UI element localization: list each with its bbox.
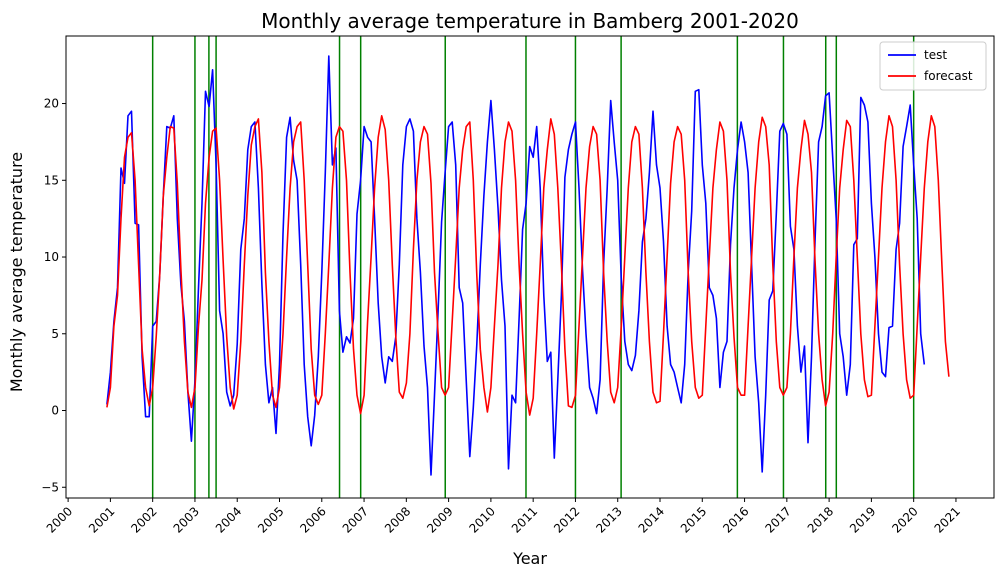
y-tick-label: 10 xyxy=(44,250,59,264)
x-tick-label: 2019 xyxy=(847,504,878,535)
y-axis-title: Monthly average temperature xyxy=(7,152,26,392)
x-tick-label: 2017 xyxy=(762,504,793,535)
x-tick-label: 2005 xyxy=(255,504,286,535)
y-tick-label: −5 xyxy=(41,480,59,494)
x-tick-label: 2012 xyxy=(551,504,582,535)
x-tick-label: 2014 xyxy=(636,504,667,535)
x-tick-label: 2008 xyxy=(382,504,413,535)
vertical-marker-lines xyxy=(151,36,915,498)
y-tick-label: 0 xyxy=(51,404,59,418)
axes: 2000 2001 2002 2003 2004 2005 2006 2007 2008 2009… xyxy=(41,35,995,536)
x-axis-ticks: 2000 2001 2002 2003 2004 2005 2006 2007 2008 2009… xyxy=(44,498,963,536)
x-tick-label: 2018 xyxy=(805,504,836,535)
legend: test forecast xyxy=(879,41,987,91)
legend-label-test: test xyxy=(924,48,947,62)
x-axis-title: Year xyxy=(512,549,547,568)
x-tick-label: 2007 xyxy=(340,504,371,535)
series-line-test xyxy=(106,55,926,476)
y-tick-label: 15 xyxy=(44,173,59,187)
x-tick-label: 2006 xyxy=(297,504,328,535)
legend-label-forecast: forecast xyxy=(924,69,973,83)
chart-title: Monthly average temperature in Bamberg 2… xyxy=(261,9,799,33)
x-tick-label: 2021 xyxy=(932,504,963,535)
series-layer xyxy=(106,55,950,476)
x-tick-label: 2020 xyxy=(889,504,920,535)
x-tick-label: 2000 xyxy=(44,504,75,535)
x-tick-label: 2004 xyxy=(213,504,244,535)
legend-box xyxy=(879,41,987,91)
y-axis-ticks: −5 0 5 10 15 20 xyxy=(41,97,66,494)
x-tick-label: 2002 xyxy=(128,504,159,535)
x-tick-label: 2015 xyxy=(678,504,709,535)
x-tick-label: 2013 xyxy=(593,504,624,535)
y-tick-label: 5 xyxy=(51,327,59,341)
x-tick-label: 2010 xyxy=(467,504,498,535)
x-tick-label: 2001 xyxy=(86,504,117,535)
x-tick-label: 2016 xyxy=(720,504,751,535)
y-tick-label: 20 xyxy=(44,97,59,111)
x-tick-label: 2011 xyxy=(509,504,540,535)
x-tick-label: 2003 xyxy=(171,504,202,535)
series-line-forecast xyxy=(106,115,950,416)
x-tick-label: 2009 xyxy=(424,504,455,535)
plot-frame xyxy=(65,35,995,499)
